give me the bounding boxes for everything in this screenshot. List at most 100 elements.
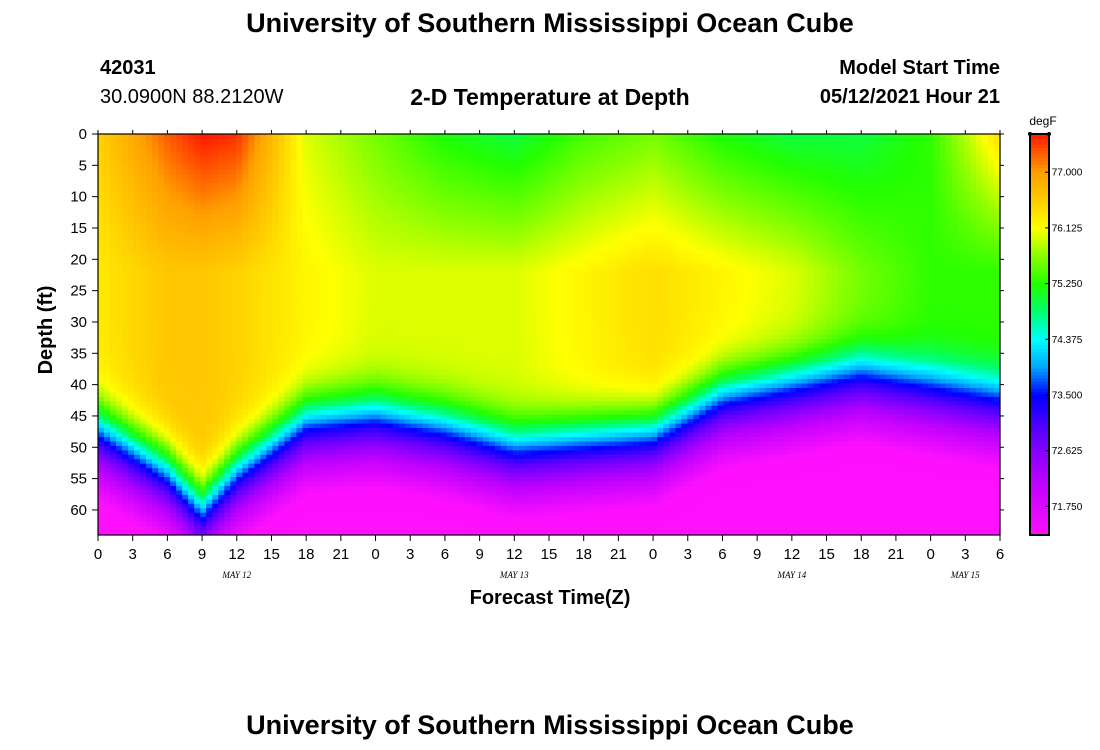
heatmap-cell <box>110 267 117 273</box>
heatmap-cell <box>152 423 159 429</box>
heatmap-cell <box>230 187 237 193</box>
heatmap-cell <box>290 232 298 238</box>
heatmap-cell <box>260 272 267 278</box>
heatmap-cell <box>404 138 412 144</box>
heatmap-cell <box>98 396 105 402</box>
heatmap-cell <box>392 445 400 451</box>
heatmap-cell <box>398 196 406 202</box>
heatmap-cell <box>104 298 111 304</box>
heatmap-cell <box>206 285 213 291</box>
heatmap-cell <box>356 370 364 376</box>
heatmap-cell <box>158 428 165 434</box>
heatmap-cell <box>158 392 165 398</box>
heatmap-cell <box>266 191 273 197</box>
heatmap-cell <box>392 178 400 184</box>
heatmap-cell <box>164 472 171 478</box>
heatmap-cell <box>374 196 382 202</box>
heatmap-cell <box>248 200 255 206</box>
heatmap-cell <box>362 379 370 385</box>
heatmap-cell <box>188 379 195 385</box>
heatmap-cell <box>200 419 207 425</box>
heatmap-cell <box>302 209 310 215</box>
heatmap-cell <box>182 196 189 202</box>
heatmap-cell <box>152 178 159 184</box>
heatmap-cell <box>224 508 231 514</box>
heatmap-cell <box>200 245 207 251</box>
heatmap-cell <box>128 316 135 322</box>
heatmap-cell <box>272 267 279 273</box>
heatmap-cell <box>302 205 310 211</box>
heatmap-cell <box>326 356 334 362</box>
heatmap-cell <box>272 298 279 304</box>
heatmap-cell <box>158 343 165 349</box>
heatmap-cell <box>122 165 129 171</box>
heatmap-cell <box>350 307 358 313</box>
heatmap-cell <box>326 361 334 367</box>
heatmap-cell <box>110 432 117 438</box>
heatmap-cell <box>422 316 430 322</box>
heatmap-cell <box>122 191 129 197</box>
heatmap-cell <box>116 347 123 353</box>
heatmap-cell <box>116 352 123 358</box>
heatmap-cell <box>308 174 316 180</box>
heatmap-cell <box>248 223 255 229</box>
heatmap-cell <box>350 147 358 153</box>
heatmap-cell <box>242 294 249 300</box>
heatmap-cell <box>152 432 159 438</box>
heatmap-cell <box>314 303 322 309</box>
heatmap-cell <box>128 485 135 492</box>
heatmap-cell <box>422 379 430 385</box>
heatmap-cell <box>158 183 165 189</box>
heatmap-cell <box>416 200 424 206</box>
heatmap-cell <box>422 267 430 273</box>
heatmap-cell <box>236 472 243 478</box>
heatmap-cell <box>374 463 382 469</box>
heatmap-cell <box>272 289 279 295</box>
heatmap-cell <box>422 454 430 460</box>
heatmap-cell <box>326 517 334 523</box>
heatmap-cell <box>104 374 111 380</box>
heatmap-cell <box>356 499 364 505</box>
heatmap-cell <box>296 450 304 456</box>
heatmap-cell <box>380 530 388 535</box>
heatmap-cell <box>302 334 310 340</box>
heatmap-cell <box>236 428 243 434</box>
heatmap-cell <box>200 450 207 456</box>
heatmap-cell <box>176 330 183 336</box>
heatmap-cell <box>290 236 298 242</box>
heatmap-cell <box>374 512 382 518</box>
heatmap-cell <box>278 338 286 345</box>
heatmap-cell <box>230 445 237 451</box>
heatmap-cell <box>404 258 412 264</box>
heatmap-cell <box>128 526 135 532</box>
heatmap-cell <box>122 227 129 233</box>
heatmap-cell <box>296 174 304 180</box>
heatmap-cell <box>368 187 376 193</box>
heatmap-cell <box>224 338 231 345</box>
heatmap-cell <box>128 459 135 465</box>
heatmap-cell <box>200 361 207 367</box>
heatmap-cell <box>122 365 129 371</box>
heatmap-cell <box>158 401 165 407</box>
heatmap-cell <box>284 307 292 313</box>
heatmap-cell <box>242 387 249 394</box>
heatmap-cell <box>200 405 207 411</box>
heatmap-cell <box>284 432 292 438</box>
heatmap-cell <box>140 383 147 389</box>
heatmap-cell <box>176 334 183 340</box>
heatmap-cell <box>332 254 340 260</box>
heatmap-cell <box>212 477 219 483</box>
heatmap-cell <box>410 223 418 229</box>
heatmap-cell <box>416 481 424 487</box>
heatmap-cell <box>260 445 267 451</box>
heatmap-cell <box>122 472 129 478</box>
heatmap-cell <box>422 392 430 398</box>
heatmap-cell <box>404 468 412 474</box>
heatmap-cell <box>338 298 346 304</box>
heatmap-cell <box>242 254 249 260</box>
heatmap-cell <box>338 414 346 420</box>
heatmap-cell <box>350 321 358 327</box>
heatmap-cell <box>146 165 153 171</box>
heatmap-cell <box>218 263 225 269</box>
heatmap-cell <box>356 276 364 282</box>
